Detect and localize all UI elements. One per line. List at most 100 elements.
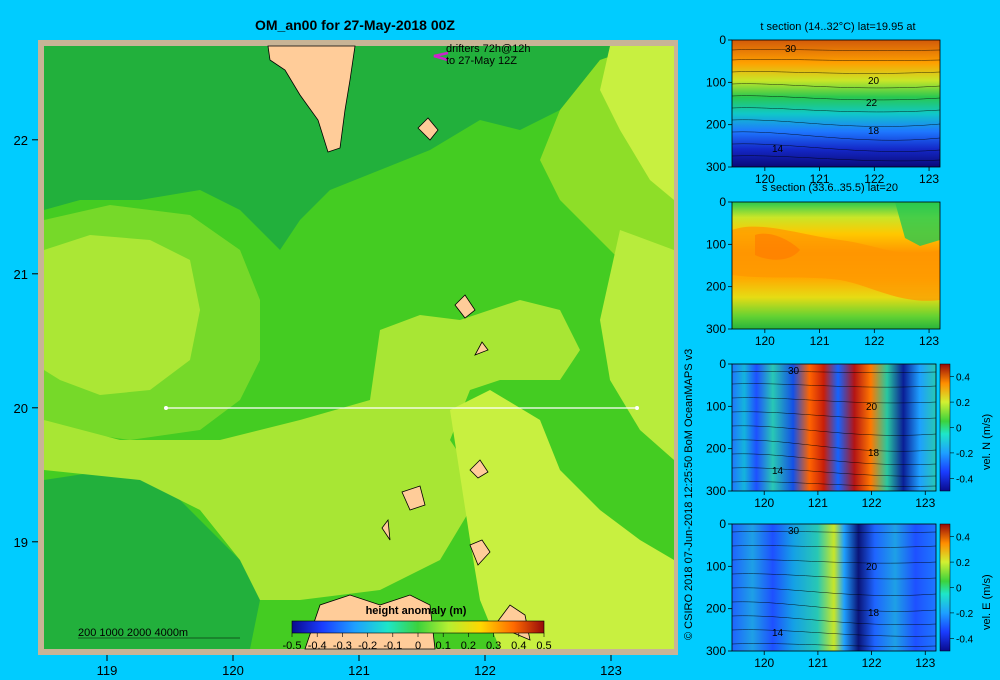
vel-n-field bbox=[732, 364, 936, 491]
vel-colorbar-tick-label: 0.4 bbox=[956, 373, 970, 384]
vel-colorbar-tick-label: 0.2 bbox=[956, 558, 970, 569]
field-light-band bbox=[44, 300, 580, 600]
height-colorbar: height anomaly (m) -0.5 -0.4 -0.3 -0.2 -0.1 0… bbox=[283, 605, 552, 652]
s-section-frame bbox=[731, 201, 941, 330]
colorbar-tick-label: 0.5 bbox=[536, 640, 551, 652]
panel-y-tick-label: 200 bbox=[706, 118, 726, 132]
t-section-panel: 30 20 22 18 14 bbox=[731, 39, 941, 168]
t-contour-label-5: 14 bbox=[772, 144, 784, 155]
panel-y-tick-label: 300 bbox=[706, 484, 726, 498]
panel-y-tick-label: 300 bbox=[706, 160, 726, 174]
panel-x-tick-label: 122 bbox=[862, 496, 882, 510]
panel-x-tick-label: 120 bbox=[754, 496, 774, 510]
colorbar-tick-label: 0.2 bbox=[461, 640, 476, 652]
drifter-note-line1: drifters 72h@12h bbox=[446, 43, 531, 55]
section-end-marker bbox=[635, 406, 639, 410]
colorbar-tick-label: 0.1 bbox=[436, 640, 451, 652]
vel-n-panel: 30 20 18 14 0.4 0.2 0 -0.2 -0.4 vel. N (m/s) bbox=[731, 363, 993, 492]
vel-colorbar-tick-label: -0.4 bbox=[956, 634, 974, 645]
map-y-tick-label: 22 bbox=[14, 133, 28, 148]
panel-x-tick-label: 123 bbox=[915, 656, 935, 670]
map-x-axis: 119 120 121 122 123 bbox=[97, 655, 622, 678]
field-yellow-southeast bbox=[450, 390, 674, 649]
land-island-4 bbox=[469, 459, 489, 479]
panel-x-tick-label: 122 bbox=[864, 172, 884, 186]
panel-y-tick-label: 100 bbox=[706, 559, 726, 573]
panel-y-tick-label: 0 bbox=[719, 517, 726, 531]
panel-x-tick-label: 123 bbox=[919, 172, 939, 186]
colorbar-tick-label: -0.4 bbox=[308, 640, 327, 652]
vel-e-label: vel. E (m/s) bbox=[981, 574, 993, 630]
ve-contour-label-4: 14 bbox=[772, 628, 784, 639]
t-contour-label-4: 18 bbox=[868, 126, 880, 137]
panel-y-tick-label: 300 bbox=[706, 644, 726, 658]
panel-y-tick-label: 200 bbox=[706, 602, 726, 616]
t-contour-label-3: 22 bbox=[866, 98, 878, 109]
vel-e-contours bbox=[731, 531, 937, 647]
panel-y-tick-label: 200 bbox=[706, 280, 726, 294]
land-island-1 bbox=[417, 117, 439, 141]
colorbar-tick-label: 0.4 bbox=[511, 640, 526, 652]
drifter-note-line2: to 27-May 12Z bbox=[446, 55, 517, 67]
map-x-tick-label: 120 bbox=[222, 663, 244, 678]
land-island-7 bbox=[469, 539, 491, 566]
map-x-tick-label: 123 bbox=[600, 663, 622, 678]
colorbar-tick-label: -0.1 bbox=[383, 640, 402, 652]
t-section-field bbox=[732, 40, 940, 167]
field-yellow-northeast bbox=[600, 46, 674, 200]
vel-n-colorbar-ticks: 0.4 0.2 0 -0.2 -0.4 bbox=[950, 373, 974, 485]
vel-colorbar-tick-label: -0.2 bbox=[956, 609, 974, 620]
vel-e-field bbox=[732, 524, 936, 651]
map-title: OM_an00 for 27-May-2018 00Z bbox=[255, 17, 455, 33]
land-island-2 bbox=[454, 294, 476, 319]
panel-x-tick-label: 121 bbox=[808, 496, 828, 510]
map-x-tick-label: 119 bbox=[97, 663, 118, 678]
section-start-marker bbox=[164, 406, 168, 410]
field-yellow-east bbox=[600, 230, 674, 460]
vel-colorbar-tick-label: 0.2 bbox=[956, 398, 970, 409]
colorbar-tick-label: -0.3 bbox=[333, 640, 352, 652]
vel-n-label: vel. N (m/s) bbox=[981, 414, 993, 470]
s-section-green-edge bbox=[895, 202, 940, 246]
field-dark-region bbox=[44, 46, 640, 250]
vel-colorbar-tick-label: 0 bbox=[956, 424, 962, 435]
colorbar-gradient bbox=[291, 620, 545, 634]
colorbar-tick-label: 0.3 bbox=[486, 640, 501, 652]
vel-e-panel: 30 20 18 14 0.4 0.2 0 -0.2 -0.4 vel. E (m/s) bbox=[731, 523, 993, 652]
depth-legend: 200 1000 2000 4000m bbox=[78, 627, 188, 639]
panel-x-tick-label: 122 bbox=[862, 656, 882, 670]
s-section-panel bbox=[731, 201, 941, 330]
vel-colorbar-tick-label: 0.4 bbox=[956, 533, 970, 544]
panel-y-tick-label: 100 bbox=[706, 237, 726, 251]
ve-contour-label-2: 20 bbox=[866, 562, 878, 573]
panel-x-tick-label: 121 bbox=[810, 334, 830, 348]
land-taiwan bbox=[267, 45, 356, 153]
map-y-tick-label: 19 bbox=[14, 535, 28, 550]
t-section-frame bbox=[731, 39, 941, 168]
s-section-dark-core bbox=[755, 233, 800, 260]
vn-contour-label-1: 30 bbox=[788, 366, 800, 377]
vn-contour-label-4: 14 bbox=[772, 466, 784, 477]
panel-y-tick-label: 100 bbox=[706, 75, 726, 89]
panel-y-tick-label: 0 bbox=[719, 357, 726, 371]
colorbar-tick-labels: -0.5 -0.4 -0.3 -0.2 -0.1 0 0.1 0.2 0.3 0.4 0.5 bbox=[283, 633, 552, 652]
t-section-contours bbox=[731, 49, 941, 162]
s-section-title: s section (33.6..35.5) lat=20 bbox=[762, 182, 898, 194]
map-x-tick-label: 121 bbox=[348, 663, 370, 678]
vel-n-colorbar bbox=[939, 363, 951, 492]
ve-contour-label-1: 30 bbox=[788, 526, 800, 537]
vn-contour-label-2: 20 bbox=[866, 402, 878, 413]
panel-x-tick-label: 120 bbox=[755, 172, 775, 186]
land-island-5 bbox=[401, 485, 426, 511]
panel-y-tick-label: 0 bbox=[719, 33, 726, 47]
panel-x-tick-label: 123 bbox=[915, 496, 935, 510]
panel-y-tick-label: 100 bbox=[706, 399, 726, 413]
panel-x-tick-label: 120 bbox=[755, 334, 775, 348]
panel-x-tick-label: 122 bbox=[864, 334, 884, 348]
panel-x-tick-label: 121 bbox=[810, 172, 830, 186]
field-dark-bay bbox=[44, 470, 260, 649]
vel-colorbar-tick-label: -0.2 bbox=[956, 449, 974, 460]
map-y-axis: 22 21 20 19 bbox=[14, 133, 38, 550]
